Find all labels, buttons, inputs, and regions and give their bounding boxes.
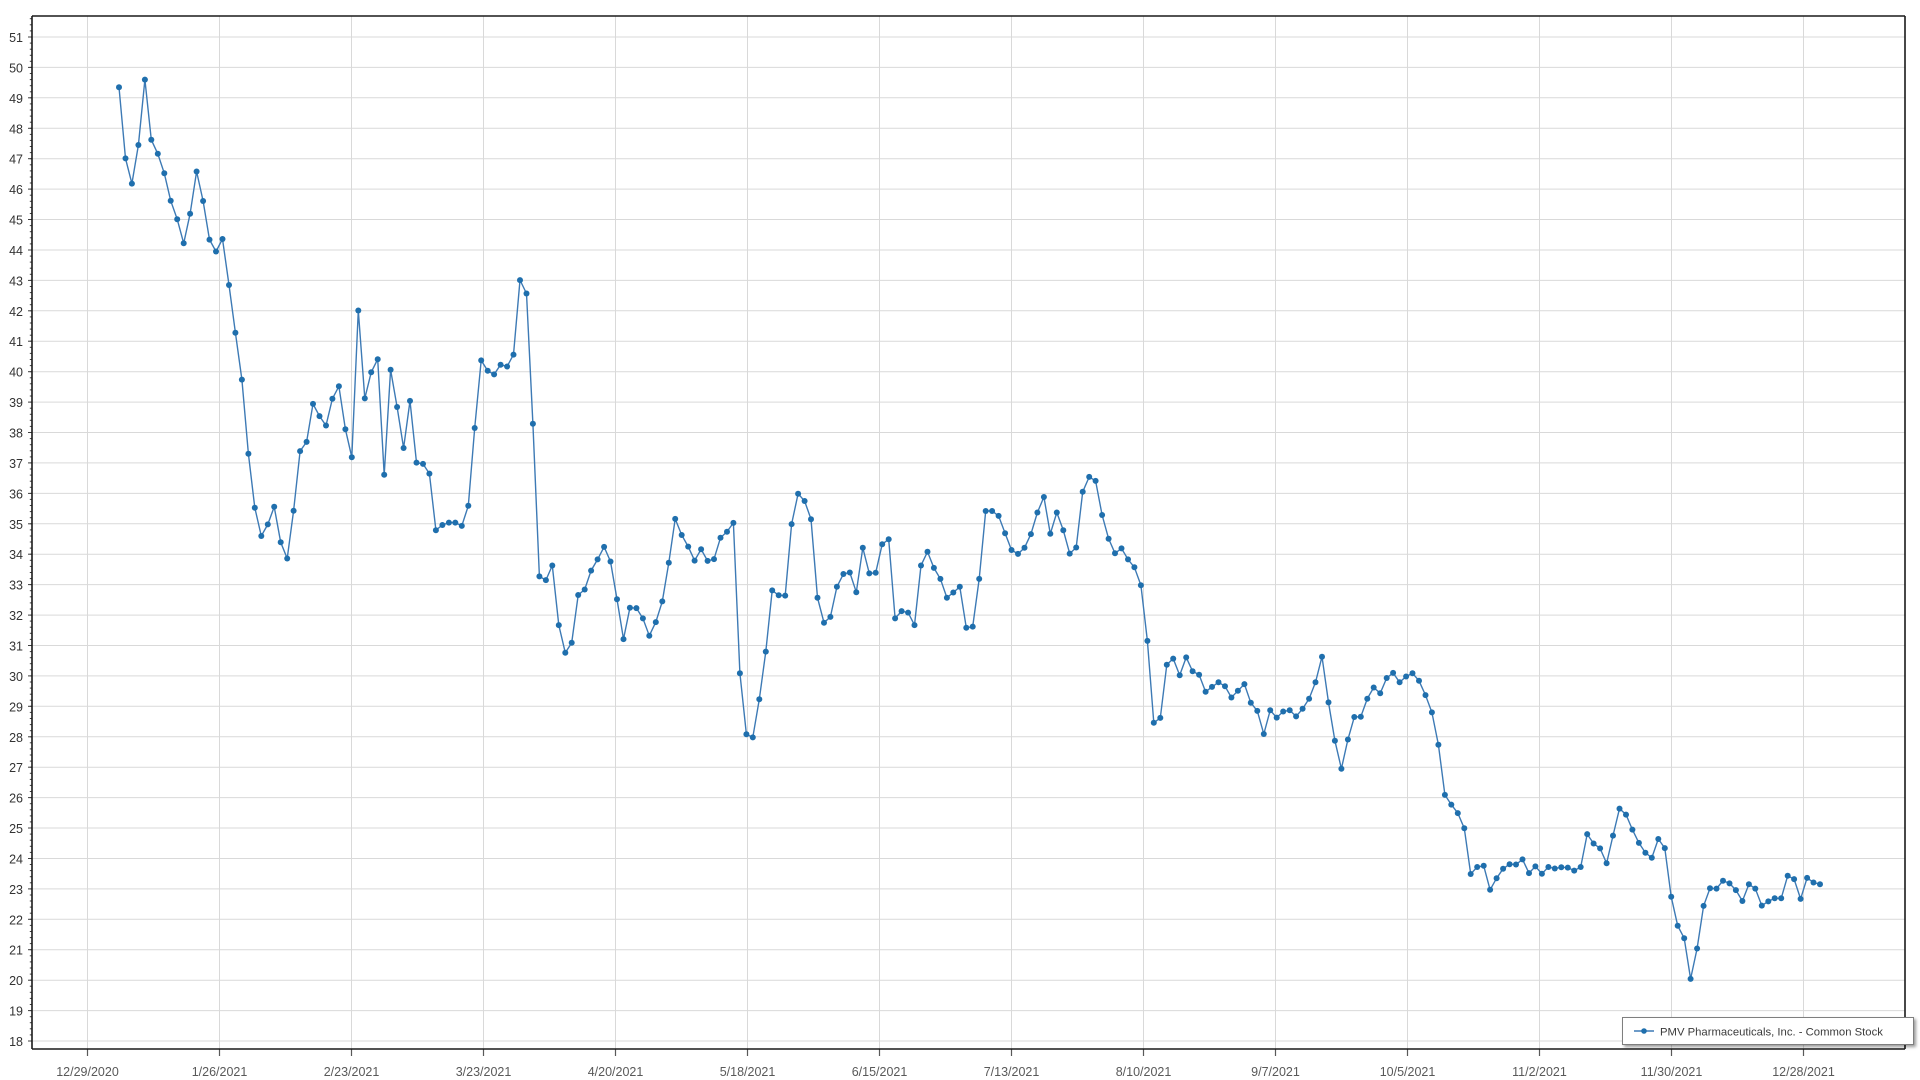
- svg-text:8/10/2021: 8/10/2021: [1116, 1065, 1172, 1079]
- svg-text:11/30/2021: 11/30/2021: [1641, 1065, 1703, 1079]
- svg-text:11/2/2021: 11/2/2021: [1512, 1065, 1567, 1079]
- svg-text:51: 51: [9, 31, 23, 45]
- svg-text:41: 41: [9, 335, 23, 349]
- svg-text:23: 23: [9, 883, 23, 897]
- svg-text:35: 35: [9, 518, 23, 532]
- svg-text:26: 26: [9, 792, 23, 806]
- svg-text:48: 48: [9, 122, 23, 136]
- svg-text:34: 34: [9, 548, 23, 562]
- svg-text:2/23/2021: 2/23/2021: [324, 1065, 380, 1079]
- svg-text:24: 24: [9, 853, 23, 867]
- svg-text:9/7/2021: 9/7/2021: [1251, 1065, 1300, 1079]
- svg-text:49: 49: [9, 92, 23, 106]
- svg-text:1/26/2021: 1/26/2021: [192, 1065, 248, 1079]
- svg-text:20: 20: [9, 974, 23, 988]
- svg-text:29: 29: [9, 700, 23, 714]
- svg-text:45: 45: [9, 214, 23, 228]
- svg-text:30: 30: [9, 670, 23, 684]
- svg-text:22: 22: [9, 913, 23, 927]
- svg-text:39: 39: [9, 396, 23, 410]
- svg-text:12/28/2021: 12/28/2021: [1772, 1065, 1835, 1079]
- svg-text:47: 47: [9, 153, 23, 167]
- svg-text:38: 38: [9, 427, 23, 441]
- svg-text:42: 42: [9, 305, 23, 319]
- svg-text:32: 32: [9, 609, 23, 623]
- svg-text:40: 40: [9, 366, 23, 380]
- svg-text:10/5/2021: 10/5/2021: [1380, 1065, 1436, 1079]
- svg-text:3/23/2021: 3/23/2021: [456, 1065, 512, 1079]
- svg-text:4/20/2021: 4/20/2021: [588, 1065, 644, 1079]
- svg-text:21: 21: [9, 944, 23, 958]
- svg-text:43: 43: [9, 274, 23, 288]
- svg-text:33: 33: [9, 579, 23, 593]
- svg-text:19: 19: [9, 1005, 23, 1019]
- svg-text:31: 31: [9, 640, 23, 654]
- svg-text:12/29/2020: 12/29/2020: [56, 1065, 119, 1079]
- svg-text:18: 18: [9, 1035, 23, 1049]
- svg-text:25: 25: [9, 822, 23, 836]
- svg-text:44: 44: [9, 244, 23, 258]
- svg-text:36: 36: [9, 487, 23, 501]
- svg-text:37: 37: [9, 457, 23, 471]
- svg-text:27: 27: [9, 761, 23, 775]
- svg-text:5/18/2021: 5/18/2021: [720, 1065, 776, 1079]
- svg-text:50: 50: [9, 61, 23, 75]
- svg-text:28: 28: [9, 731, 23, 745]
- svg-text:46: 46: [9, 183, 23, 197]
- svg-text:6/15/2021: 6/15/2021: [852, 1065, 908, 1079]
- svg-text:7/13/2021: 7/13/2021: [984, 1065, 1040, 1079]
- svg-text:PMV Pharmaceuticals, Inc. - Co: PMV Pharmaceuticals, Inc. - Common Stock: [1660, 1027, 1883, 1039]
